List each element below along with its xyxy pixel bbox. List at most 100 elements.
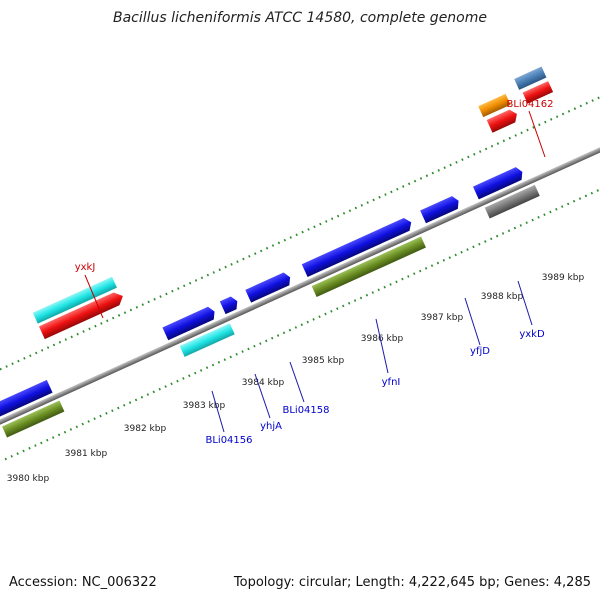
tick-label-3988: 3988 kbp (481, 292, 524, 302)
lower-minor-tick (28, 446, 31, 450)
feature-gray[interactable] (484, 184, 540, 219)
lower-minor-tick (294, 326, 298, 329)
lower-minor-tick (347, 301, 351, 305)
lower-minor-tick (537, 216, 540, 219)
gene-label-yhjA[interactable]: yhjA (260, 421, 282, 432)
lower-minor-tick (501, 232, 505, 235)
upper-minor-tick (597, 96, 600, 100)
lower-minor-tick (217, 361, 221, 364)
topology-summary: Topology: circular; Length: 4,222,645 bp… (233, 575, 591, 590)
upper-minor-tick (390, 190, 393, 194)
gene-label-yxkD[interactable]: yxkD (519, 329, 545, 340)
upper-minor-tick (52, 343, 56, 347)
gene-label-BLi04162[interactable]: BLi04162 (506, 99, 553, 110)
lower-minor-tick (223, 358, 227, 361)
upper-minor-tick (289, 236, 292, 239)
feature-blue-c[interactable] (219, 295, 240, 315)
upper-minor-tick (218, 268, 221, 272)
lower-minor-tick (436, 261, 440, 265)
feature-blue-g[interactable] (472, 166, 525, 200)
lower-minor-tick (75, 425, 79, 429)
upper-minor-tick (550, 118, 553, 121)
lower-minor-tick (572, 199, 576, 203)
upper-minor-tick (461, 158, 464, 161)
lower-minor-tick (117, 406, 120, 410)
upper-minor-tick (254, 252, 257, 255)
tick-label-3981: 3981 kbp (65, 449, 108, 459)
feature-olive-a[interactable] (2, 400, 65, 438)
lower-minor-tick (205, 366, 209, 370)
map-track-group (0, 66, 600, 461)
leader-BLi04162 (528, 110, 546, 158)
lower-minor-tick (318, 315, 321, 319)
lower-minor-tick (87, 420, 90, 423)
upper-minor-tick (29, 354, 32, 357)
upper-minor-tick (301, 230, 304, 234)
upper-minor-tick (431, 171, 435, 175)
upper-minor-tick (555, 115, 559, 119)
upper-minor-tick (360, 203, 363, 207)
lower-minor-tick (253, 344, 256, 348)
feature-cyan-upper[interactable] (32, 276, 117, 324)
upper-minor-tick (313, 225, 316, 229)
feature-blue-a[interactable] (0, 379, 53, 418)
upper-minor-tick (40, 348, 44, 352)
feature-blue-f[interactable] (420, 194, 461, 224)
lower-minor-tick (158, 387, 161, 391)
upper-minor-tick (561, 112, 565, 116)
upper-minor-tick (496, 142, 500, 145)
upper-minor-tick (76, 332, 79, 336)
upper-minor-tick (544, 120, 547, 124)
feature-olive-b[interactable] (311, 236, 426, 298)
feature-blue-e[interactable] (301, 216, 414, 277)
feature-red-upper[interactable] (38, 290, 126, 340)
lower-minor-tick (134, 398, 138, 402)
lower-minor-tick (16, 452, 19, 455)
feature-steel[interactable] (514, 66, 547, 90)
leader-yhjA (254, 373, 271, 419)
gene-label-BLi04156[interactable]: BLi04156 (205, 435, 252, 446)
upper-minor-tick (567, 109, 571, 113)
lower-minor-tick (123, 403, 126, 407)
gene-label-BLi04158[interactable]: BLi04158 (282, 405, 329, 416)
upper-minor-tick (354, 206, 358, 210)
tick-row-upper (0, 96, 600, 371)
lower-minor-tick (276, 334, 280, 337)
upper-minor-tick (526, 128, 529, 132)
lower-minor-tick (282, 331, 286, 335)
upper-minor-tick (514, 134, 517, 137)
lower-minor-tick (531, 218, 534, 222)
lower-minor-tick (424, 267, 428, 270)
upper-minor-tick (532, 126, 535, 129)
feature-cyan-lower[interactable] (179, 323, 235, 357)
feature-blue-b[interactable] (162, 305, 217, 341)
lower-minor-tick (578, 197, 582, 200)
tick-label-3984: 3984 kbp (242, 378, 285, 388)
upper-minor-tick (443, 166, 446, 170)
gene-label-yfnI[interactable]: yfnI (382, 377, 401, 388)
upper-minor-tick (159, 295, 162, 298)
lower-minor-tick (584, 194, 588, 198)
upper-minor-tick (307, 228, 310, 231)
feature-red-right[interactable] (486, 108, 520, 133)
upper-minor-tick (585, 101, 588, 105)
feature-blue-d[interactable] (245, 271, 293, 303)
upper-minor-tick (236, 260, 239, 264)
gene-label-yfjD[interactable]: yfjD (470, 346, 490, 357)
lower-minor-tick (265, 339, 268, 343)
upper-minor-tick (425, 174, 429, 178)
upper-minor-tick (165, 292, 168, 296)
lower-minor-tick (353, 299, 357, 302)
feature-orange[interactable] (478, 93, 511, 118)
upper-minor-tick (35, 351, 38, 355)
lower-minor-tick (241, 350, 244, 353)
gene-label-yxkJ[interactable]: yxkJ (75, 262, 96, 273)
upper-minor-tick (538, 123, 541, 127)
lower-minor-tick (596, 189, 599, 192)
lower-minor-tick (448, 256, 451, 259)
lower-minor-tick (140, 395, 144, 399)
feature-red-far[interactable] (522, 81, 554, 104)
upper-minor-tick (490, 144, 494, 148)
lower-minor-tick (10, 454, 13, 458)
upper-minor-tick (141, 303, 144, 306)
